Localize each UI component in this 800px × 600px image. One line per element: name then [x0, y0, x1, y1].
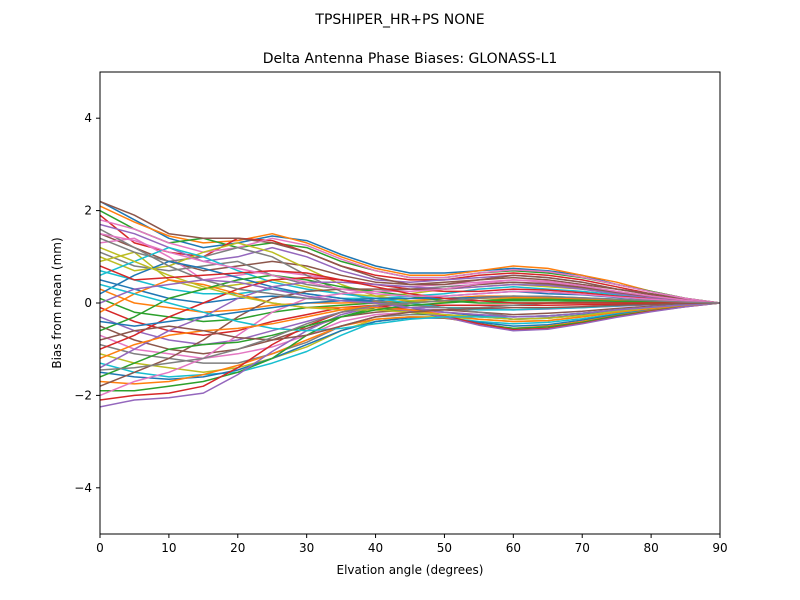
- figure-suptitle: TPSHIPER_HR+PS NONE: [314, 12, 484, 28]
- x-tick-label: 20: [230, 541, 245, 555]
- x-tick-label: 60: [506, 541, 521, 555]
- y-tick-label: 0: [84, 296, 92, 310]
- series-line-47: [100, 232, 720, 304]
- x-tick-label: 50: [437, 541, 452, 555]
- series-lines: [100, 200, 720, 408]
- plot-area: 0 10 20 30 40 50 60 70 80 90 −4 −2 0 2 4: [74, 71, 728, 555]
- series-line-46: [100, 302, 720, 341]
- series-line-36: [100, 281, 720, 387]
- x-tick-label: 0: [96, 541, 104, 555]
- series-line-21: [100, 302, 720, 380]
- series-line-25: [100, 302, 720, 408]
- x-tick-label: 90: [712, 541, 727, 555]
- series-line-44: [100, 265, 720, 304]
- series-line-26: [100, 200, 720, 304]
- x-axis-label: Elvation angle (degrees): [337, 563, 484, 577]
- y-tick-label: −4: [74, 481, 92, 495]
- chart-title: Delta Antenna Phase Biases: GLONASS-L1: [263, 51, 558, 67]
- y-ticks: −4 −2 0 2 4: [74, 111, 100, 495]
- y-tick-label: 2: [84, 204, 92, 218]
- series-line-45: [100, 279, 720, 318]
- y-axis-label: Bias from mean (mm): [50, 237, 64, 368]
- x-tick-label: 30: [299, 541, 314, 555]
- series-line-32: [100, 279, 720, 323]
- y-tick-label: −2: [74, 388, 92, 402]
- y-tick-label: 4: [84, 111, 92, 125]
- x-ticks: 0 10 20 30 40 50 60 70 80 90: [96, 534, 728, 555]
- series-line-48: [100, 295, 720, 371]
- x-tick-label: 80: [643, 541, 658, 555]
- series-line-43: [100, 298, 720, 378]
- series-line-2: [100, 205, 720, 304]
- x-tick-label: 10: [161, 541, 176, 555]
- x-tick-label: 70: [575, 541, 590, 555]
- x-tick-label: 40: [368, 541, 383, 555]
